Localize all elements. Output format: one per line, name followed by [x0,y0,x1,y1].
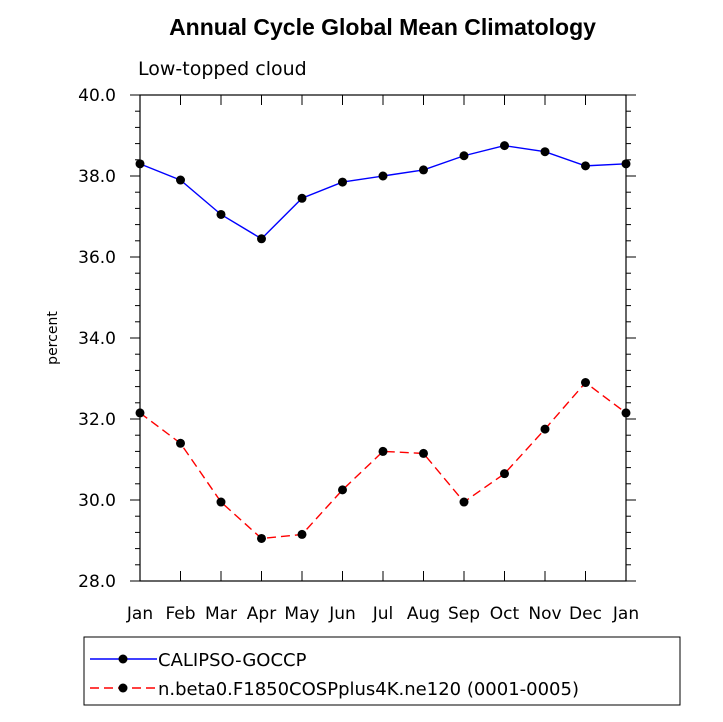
x-tick-label: Dec [569,604,602,624]
data-point [540,424,550,434]
series-line-1 [139,144,627,240]
data-point [459,497,469,507]
x-tick-label: Jun [328,604,356,624]
legend-marker [118,683,128,693]
data-point [297,193,307,203]
x-tick-label: Apr [247,604,276,624]
data-point [378,171,388,181]
data-point [540,147,550,157]
data-point [500,141,509,151]
data-point [257,533,266,543]
x-tick-label: May [284,604,319,624]
data-point [419,448,428,458]
data-point [378,446,388,456]
data-point [135,408,145,418]
y-tick-label: 30.0 [78,491,116,511]
data-point [135,159,145,169]
x-tick-label: Mar [205,604,237,624]
data-point [176,175,185,185]
y-tick-label: 38.0 [78,167,116,187]
data-point [176,438,185,448]
plot-frame [139,94,627,582]
chart-subtitle: Low-topped cloud [138,58,307,80]
data-point [216,497,226,507]
x-tick-label: Sep [448,604,480,624]
x-tick-label: Jan [126,604,153,624]
series-line-2 [139,381,627,540]
data-point [459,151,469,161]
x-tick-label: Oct [490,604,520,624]
data-point [581,378,590,388]
x-tick-label: Nov [528,604,561,624]
y-tick-label: 32.0 [78,410,116,430]
data-point [338,177,347,187]
data-point [621,159,631,169]
y-tick-label: 40.0 [78,86,116,106]
y-tick-label: 36.0 [78,248,116,268]
y-tick-label: 28.0 [78,572,116,592]
data-point [419,165,428,175]
x-tick-label: Jul [372,604,394,624]
data-point [621,408,631,418]
y-tick-label: 34.0 [78,329,116,349]
y-axis-label: percent [45,311,61,365]
data-point [338,485,347,495]
x-tick-label: Aug [407,604,440,624]
legend-box [83,636,681,706]
legend-label-1: CALIPSO-GOCCP [158,650,307,671]
data-point [500,469,509,479]
legend-marker [118,654,128,664]
x-tick-label: Jan [612,604,639,624]
data-point [257,234,266,244]
x-tick-label: Feb [165,604,195,624]
legend-label-2: n.beta0.F1850COSPplus4K.ne120 (0001-0005… [158,679,579,700]
data-point [216,209,226,219]
data-point [581,161,590,171]
chart-title: Annual Cycle Global Mean Climatology [169,14,596,40]
data-point [297,529,307,539]
